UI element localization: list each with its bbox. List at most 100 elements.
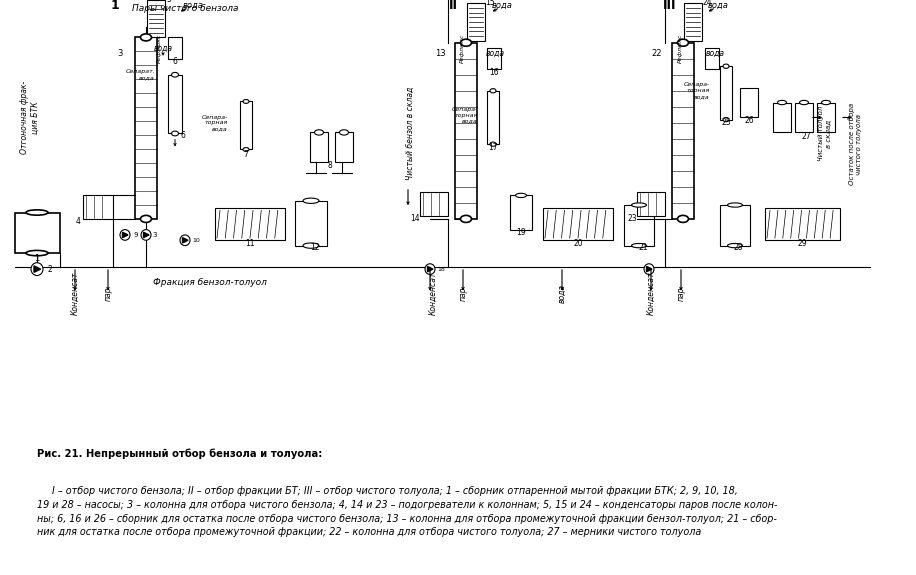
Ellipse shape — [723, 117, 729, 122]
Bar — [672, 43, 694, 219]
Text: 22: 22 — [652, 49, 662, 58]
Text: 5: 5 — [167, 0, 171, 5]
Ellipse shape — [340, 130, 348, 135]
Bar — [168, 75, 182, 133]
Bar — [773, 102, 791, 132]
Text: Чистый бензол в склад: Чистый бензол в склад — [406, 87, 415, 180]
Bar — [637, 192, 665, 216]
Ellipse shape — [303, 198, 319, 204]
Text: пар: пар — [459, 286, 467, 301]
Text: Рефлюкс: Рефлюкс — [460, 33, 464, 63]
Ellipse shape — [314, 130, 323, 135]
Bar — [83, 196, 113, 219]
Ellipse shape — [461, 216, 472, 223]
Ellipse shape — [778, 101, 787, 105]
Text: 10: 10 — [192, 238, 200, 243]
Text: Сепара-
торная
вода: Сепара- торная вода — [683, 82, 710, 99]
Text: 27: 27 — [802, 132, 811, 141]
Polygon shape — [182, 237, 188, 243]
Circle shape — [644, 264, 654, 274]
Text: 20: 20 — [573, 239, 583, 248]
Text: пар: пар — [104, 286, 113, 301]
Text: вода: вода — [707, 1, 728, 10]
Text: 15: 15 — [485, 0, 495, 7]
Text: 18: 18 — [437, 267, 445, 271]
Text: 7: 7 — [244, 150, 248, 159]
Ellipse shape — [26, 210, 48, 215]
Text: вода: вода — [492, 1, 512, 10]
Ellipse shape — [631, 203, 647, 207]
Text: 9: 9 — [134, 232, 138, 238]
Text: 24: 24 — [703, 0, 712, 7]
Text: III: III — [663, 0, 677, 12]
Bar — [168, 37, 182, 59]
Text: Сепарат.
вода: Сепарат. вода — [125, 70, 155, 80]
Circle shape — [141, 229, 151, 240]
Ellipse shape — [727, 243, 743, 248]
Text: 1: 1 — [111, 0, 119, 12]
Text: 17: 17 — [488, 143, 497, 152]
Bar — [310, 132, 328, 162]
Text: I – отбор чистого бензола; II – отбор фракции БТ; III – отбор чистого толуола; 1: I – отбор чистого бензола; II – отбор фр… — [37, 486, 777, 537]
Ellipse shape — [140, 34, 151, 41]
Polygon shape — [144, 232, 149, 237]
Text: 19: 19 — [517, 228, 526, 237]
Text: II: II — [449, 0, 457, 12]
Bar — [335, 132, 353, 162]
Text: Чистый толуол
в склад: Чистый толуол в склад — [819, 106, 832, 161]
Bar — [705, 48, 719, 70]
Ellipse shape — [678, 216, 689, 223]
Text: 29: 29 — [797, 239, 807, 248]
Ellipse shape — [243, 148, 249, 151]
Bar — [455, 43, 477, 219]
Ellipse shape — [140, 216, 151, 223]
Text: 26: 26 — [744, 116, 754, 125]
Circle shape — [425, 264, 435, 274]
Text: 25: 25 — [721, 118, 731, 127]
Text: 21: 21 — [638, 243, 648, 252]
Ellipse shape — [723, 64, 729, 68]
Bar — [817, 102, 835, 132]
Polygon shape — [647, 266, 652, 272]
Text: Конденсат: Конденсат — [429, 272, 438, 315]
Bar — [240, 101, 252, 150]
Text: Сепара-
торная
вода: Сепара- торная вода — [452, 107, 478, 124]
Bar — [295, 201, 327, 246]
Circle shape — [31, 263, 43, 275]
Ellipse shape — [800, 101, 809, 105]
Ellipse shape — [727, 203, 743, 207]
Text: Отгоночная фрак-
ция БТК: Отгоночная фрак- ция БТК — [20, 81, 39, 154]
Bar — [624, 205, 654, 246]
Bar — [147, 0, 165, 37]
Text: 28: 28 — [733, 243, 743, 252]
Text: вода: вода — [705, 49, 725, 58]
Text: 6: 6 — [180, 131, 185, 140]
Bar — [467, 3, 485, 41]
Text: Конденсат: Конденсат — [71, 272, 80, 315]
Text: 16: 16 — [489, 68, 499, 77]
Text: Рис. 21. Непрерынный отбор бензола и толуола:: Рис. 21. Непрерынный отбор бензола и тол… — [37, 448, 322, 459]
Text: Конденсат: Конденсат — [647, 272, 656, 315]
Ellipse shape — [822, 101, 831, 105]
Bar — [15, 213, 60, 253]
Bar — [135, 37, 157, 219]
Bar — [720, 205, 750, 246]
Bar — [420, 192, 448, 216]
Text: пар: пар — [677, 286, 685, 301]
Text: 11: 11 — [245, 239, 255, 248]
Polygon shape — [428, 266, 433, 272]
Text: 23: 23 — [627, 214, 637, 224]
Text: 12: 12 — [311, 243, 320, 252]
Text: Пары чистого бензола: Пары чистого бензола — [132, 4, 238, 13]
Text: Рефлюкс: Рефлюкс — [678, 33, 682, 63]
Bar — [487, 48, 501, 70]
Text: 3: 3 — [153, 232, 158, 238]
Text: 3: 3 — [117, 49, 123, 58]
Text: вода: вода — [182, 1, 203, 10]
Ellipse shape — [678, 39, 689, 46]
Bar — [795, 102, 813, 132]
Text: Остаток после отбора
чистого толуола: Остаток после отбора чистого толуола — [848, 103, 862, 185]
Bar — [215, 208, 285, 240]
Bar — [543, 208, 613, 240]
Polygon shape — [34, 266, 40, 273]
